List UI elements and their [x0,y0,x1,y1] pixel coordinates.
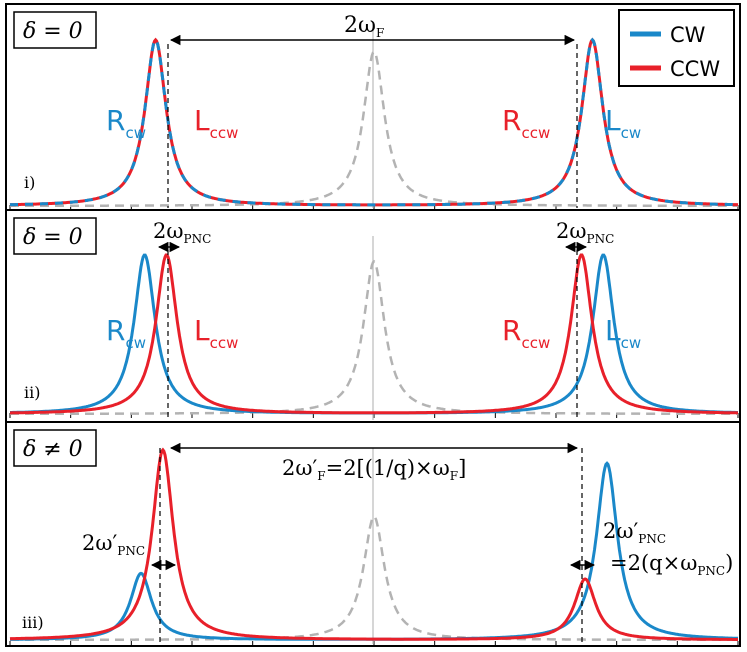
panel-roman-label: i) [24,173,35,192]
delta-box [13,429,97,467]
ccw-curve [10,253,738,415]
delta-label: δ ≠ 0 [23,437,83,462]
x-ticks [9,641,739,646]
omega-f-prime-label: 2ω′F=2[(1/q)×ωF] [282,456,466,483]
delta-label: δ = 0 [23,19,83,44]
reference-curve [10,49,738,208]
cw-curve [9,37,739,207]
delta-box [13,217,97,255]
peak-label-l-cw: Lcw [605,104,641,142]
reference-curve [10,514,738,642]
delta-label: δ = 0 [23,225,83,250]
omega-pnc-prime-label-right: 2ω′PNC [603,519,666,546]
peak-label-r-cw: Rcw [106,314,146,352]
panel-roman-label: iii) [22,613,44,632]
omega-pnc-prime-label-left: 2ω′PNC [82,531,145,558]
omega-f-label: 2ωF [344,13,384,40]
legend-box [618,9,735,87]
peak-label-r-ccw: Rccw [502,314,550,352]
q-pnc-formula: =2(q×ωPNC) [610,551,733,578]
peak-label-l-ccw: Lccw [194,314,238,352]
ccw-curve [9,447,738,641]
omega-pnc-label-right: 2ωPNC [556,219,614,246]
peak-label-l-cw: Lcw [605,314,641,352]
legend-label-cw: CW [670,23,706,47]
legend-label-ccw: CCW [670,57,720,81]
panel-iii: 2ω′F=2[(1/q)×ωF] 2ω′PNC 2ω′PNC =2(q×ωPNC… [5,421,741,647]
peak-label-l-ccw: Lccw [194,104,238,142]
peak-label-r-ccw: Rccw [502,104,550,142]
legend: CW CCW [618,9,735,87]
panel-ii: 2ωPNC 2ωPNC δ = 0 Rcw Lccw Rccw Lcw ii) [5,209,741,423]
delta-box [13,11,97,49]
panel-roman-label: ii) [24,383,40,402]
reference-curve [10,259,738,416]
omega-pnc-label-left: 2ωPNC [153,219,211,246]
panel-frame [5,421,741,647]
panel-i: 2ωF δ = 0 CW CCW Rcw Lccw Rccw Lcw i) [5,3,741,211]
peak-label-r-cw: Rcw [106,104,146,142]
